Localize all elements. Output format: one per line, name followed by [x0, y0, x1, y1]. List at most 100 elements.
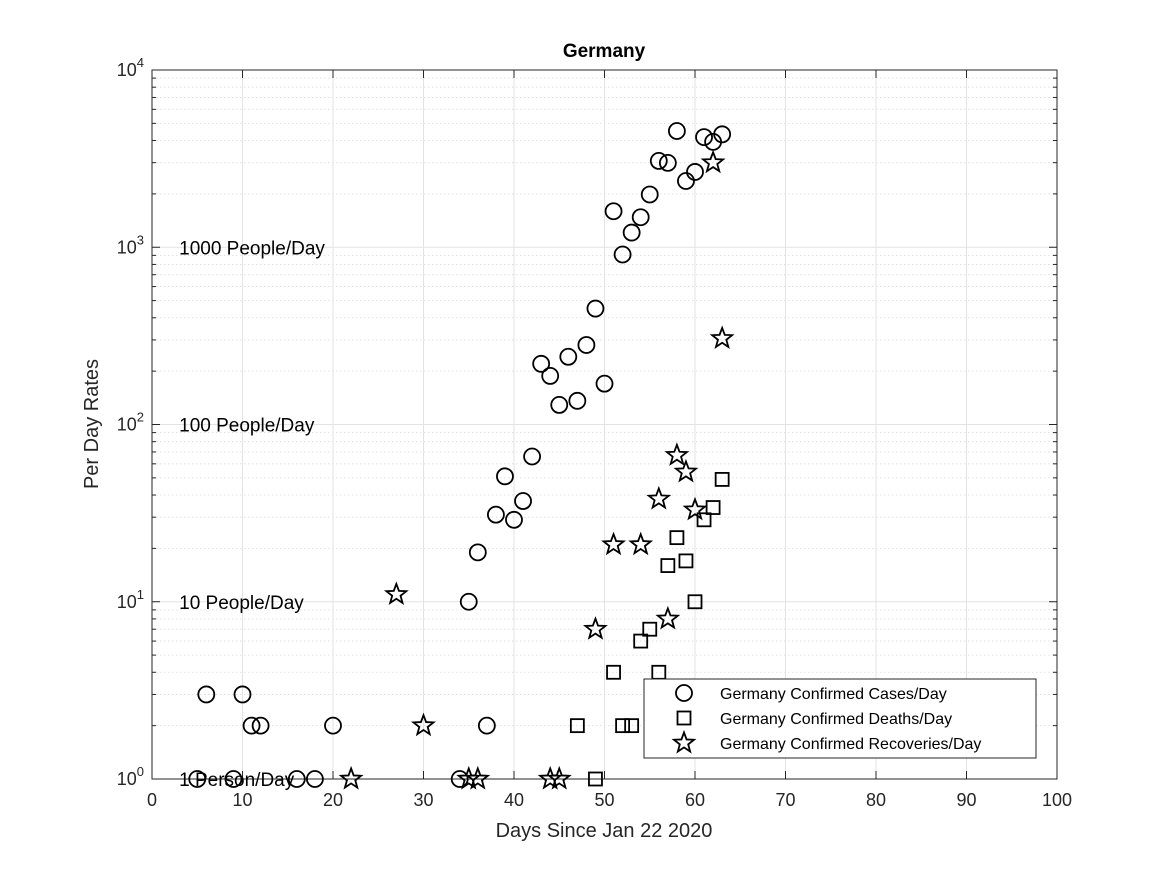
recoveries-point [646, 485, 672, 510]
legend-marker-square [676, 710, 692, 726]
recoveries-point [682, 496, 708, 521]
annotation-label: 100 People/Day [179, 416, 315, 437]
grid [151, 69, 1058, 780]
x-tick-label: 60 [685, 790, 705, 810]
recoveries-point [700, 149, 726, 174]
cases-point [477, 716, 496, 735]
deaths-point [714, 472, 730, 487]
recoveries-point [546, 765, 572, 790]
recoveries-point [655, 605, 681, 630]
y-tick-label: 102 [117, 410, 144, 435]
cases-point [677, 172, 695, 190]
deaths-point [660, 558, 676, 573]
deaths-point [687, 594, 703, 610]
legend-marker-star [671, 729, 697, 754]
x-tick-label: 80 [866, 790, 886, 810]
legend-label: Germany Confirmed Recoveries/Day [720, 736, 981, 753]
cases-point [468, 543, 487, 562]
deaths-point [633, 633, 649, 649]
recoveries-point [456, 765, 482, 790]
legend-box [643, 678, 1037, 759]
deaths-point [696, 512, 712, 528]
recoveries-point [601, 531, 626, 556]
legend-label: Germany Confirmed Cases/Day [720, 686, 947, 703]
x-tick-label: 0 [147, 790, 157, 810]
axes: 0 10 20 30 40 50 60 70 80 90 100 100 101 102 103 104 [117, 55, 1072, 810]
cases-point [486, 505, 505, 524]
recoveries-point [628, 531, 654, 556]
y-tick-label: 100 [117, 764, 144, 789]
cases-point [568, 391, 587, 410]
recoveries-point [411, 712, 436, 737]
deaths-point [705, 500, 721, 515]
legend: Germany Confirmed Cases/Day Germany Confi… [643, 678, 1037, 759]
deaths-point [624, 718, 640, 734]
cases-point [613, 245, 632, 264]
series-square [569, 472, 730, 787]
cases-point [586, 299, 605, 318]
cases-point [532, 354, 551, 373]
y-axis-label: Per Day Rates [81, 359, 103, 489]
series-star [338, 149, 735, 790]
annotations: 1 Person/Day 10 People/Day 100 People/Day 1… [179, 238, 325, 791]
recoveries-point [338, 765, 364, 790]
cases-point [224, 770, 243, 788]
deaths-point [606, 664, 621, 680]
cases-point [197, 685, 216, 704]
cases-point [233, 685, 252, 704]
recoveries-point [383, 581, 409, 605]
x-tick-label: 90 [956, 790, 976, 810]
cases-point [649, 152, 668, 170]
cases-point [450, 770, 469, 788]
x-tick-label: 20 [323, 790, 343, 810]
cases-point [658, 153, 677, 172]
cases-point [622, 223, 641, 242]
cases-point [668, 122, 686, 140]
cases-point [305, 770, 324, 788]
legend-label: Germany Confirmed Deaths/Day [720, 711, 952, 728]
deaths-point [678, 553, 694, 569]
y-tick-label: 103 [117, 232, 144, 257]
cases-point [595, 374, 614, 393]
cases-point [242, 716, 261, 735]
cases-point [514, 492, 532, 510]
x-tick-label: 30 [413, 790, 433, 810]
x-axis-label: Days Since Jan 22 2020 [496, 820, 713, 842]
recoveries-point [673, 458, 699, 483]
cases-point [577, 336, 596, 354]
cases-point [713, 125, 732, 144]
deaths-point [588, 771, 603, 787]
recoveries-point [664, 442, 690, 466]
deaths-point [615, 718, 630, 734]
recoveries-point [583, 616, 608, 640]
cases-point [640, 185, 659, 204]
x-tick-label: 50 [594, 790, 614, 810]
y-tick-label: 101 [117, 587, 144, 612]
cases-point [695, 128, 713, 146]
cases-point [631, 208, 650, 227]
cases-point [459, 592, 478, 611]
cases-point [686, 163, 704, 181]
cases-point [287, 770, 306, 788]
data-marks [188, 122, 735, 790]
cases-point [188, 770, 207, 788]
cases-point [604, 202, 623, 221]
cases-point [251, 716, 270, 735]
cases-point [550, 395, 569, 414]
cases-point [523, 447, 541, 466]
chart-title: Germany [563, 41, 646, 62]
annotation-label: 10 People/Day [179, 593, 304, 614]
cases-point [496, 467, 514, 486]
cases-point [505, 510, 523, 529]
x-tick-label: 40 [504, 790, 524, 810]
legend-marker-circle [675, 684, 693, 702]
x-tick-label: 70 [775, 790, 795, 810]
y-tick-label: 104 [117, 55, 144, 80]
deaths-point [642, 621, 658, 637]
annotation-label: 1000 People/Day [179, 238, 325, 259]
annotation-label: 1 Person/Day [179, 770, 295, 791]
cases-point [559, 347, 578, 366]
x-tick-label: 10 [232, 790, 252, 810]
